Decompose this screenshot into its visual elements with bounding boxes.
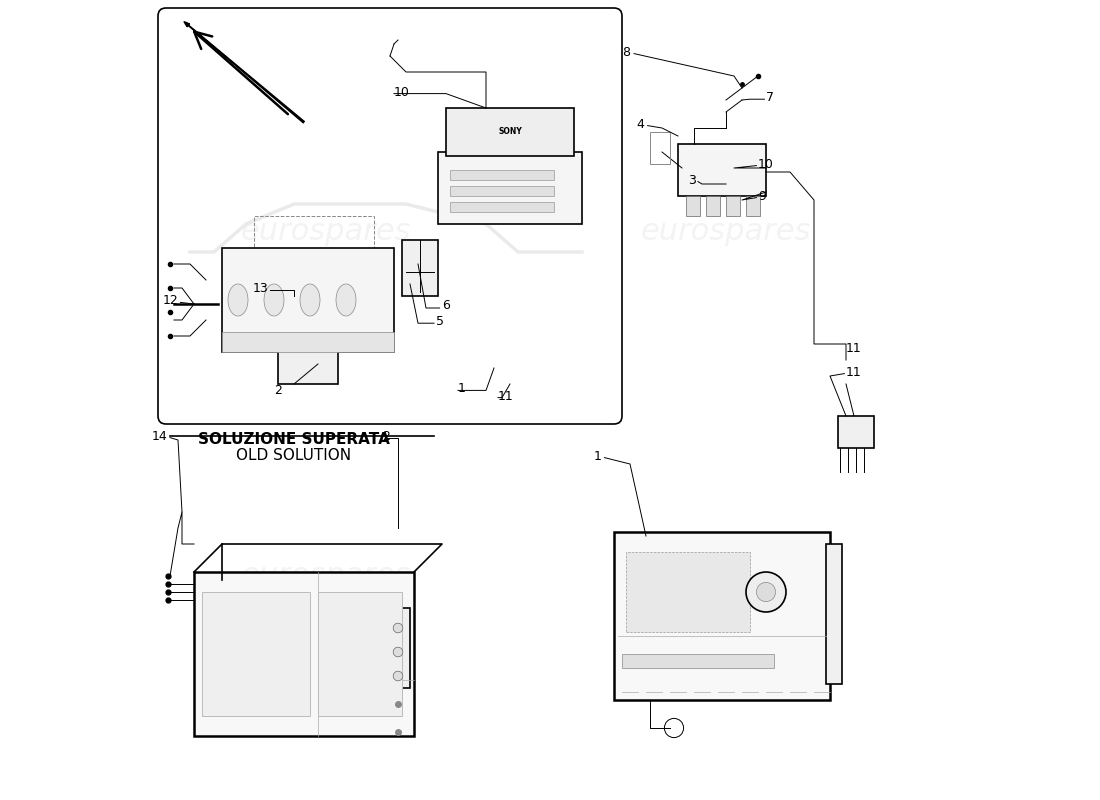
Text: 4: 4	[637, 118, 645, 130]
Bar	[826, 544, 842, 684]
Bar	[621, 654, 774, 668]
Bar	[726, 196, 740, 216]
Text: 1: 1	[458, 382, 466, 394]
Bar	[222, 332, 394, 352]
Text: 11: 11	[846, 366, 861, 378]
Text: 10: 10	[758, 158, 774, 170]
Circle shape	[393, 647, 403, 657]
Bar	[446, 108, 574, 156]
Text: eurospares: eurospares	[641, 562, 811, 590]
Ellipse shape	[300, 284, 320, 316]
Bar	[746, 196, 760, 216]
Circle shape	[393, 671, 403, 681]
Bar	[386, 608, 410, 688]
Bar	[614, 532, 830, 700]
Bar	[278, 348, 338, 384]
Circle shape	[393, 623, 403, 633]
Text: eurospares: eurospares	[241, 562, 411, 590]
Bar	[706, 196, 721, 216]
Bar	[194, 572, 414, 736]
Circle shape	[746, 572, 786, 612]
Text: SOLUZIONE SUPERATA: SOLUZIONE SUPERATA	[198, 432, 389, 447]
Text: 7: 7	[766, 91, 774, 104]
Bar	[402, 240, 438, 296]
Text: 11: 11	[498, 390, 514, 402]
Bar	[202, 592, 310, 716]
Bar	[254, 216, 374, 248]
Text: 10: 10	[394, 86, 410, 98]
Text: 3: 3	[688, 174, 695, 186]
Text: 13: 13	[253, 282, 268, 294]
Text: 11: 11	[846, 342, 861, 354]
Circle shape	[757, 582, 776, 602]
Text: 2: 2	[274, 384, 282, 397]
Bar	[650, 132, 670, 164]
Bar	[450, 170, 554, 180]
Text: 2: 2	[382, 430, 389, 442]
Text: eurospares: eurospares	[641, 218, 811, 246]
Text: eurospares: eurospares	[241, 218, 411, 246]
Text: OLD SOLUTION: OLD SOLUTION	[236, 448, 352, 463]
Ellipse shape	[336, 284, 356, 316]
Text: 6: 6	[442, 299, 450, 312]
Text: 8: 8	[621, 46, 630, 58]
Ellipse shape	[228, 284, 248, 316]
Bar	[838, 416, 875, 448]
Text: SONY: SONY	[498, 127, 521, 137]
Text: 12: 12	[163, 294, 178, 306]
Bar	[450, 202, 554, 212]
Bar	[450, 186, 554, 196]
Bar	[318, 592, 402, 716]
Text: 9: 9	[758, 190, 766, 202]
Bar	[678, 144, 766, 196]
Bar	[438, 152, 582, 224]
Bar	[626, 552, 750, 632]
Text: 14: 14	[152, 430, 167, 442]
Text: 1: 1	[594, 450, 602, 462]
Bar	[222, 248, 394, 352]
Ellipse shape	[264, 284, 284, 316]
Text: 5: 5	[437, 315, 444, 328]
Bar	[686, 196, 701, 216]
